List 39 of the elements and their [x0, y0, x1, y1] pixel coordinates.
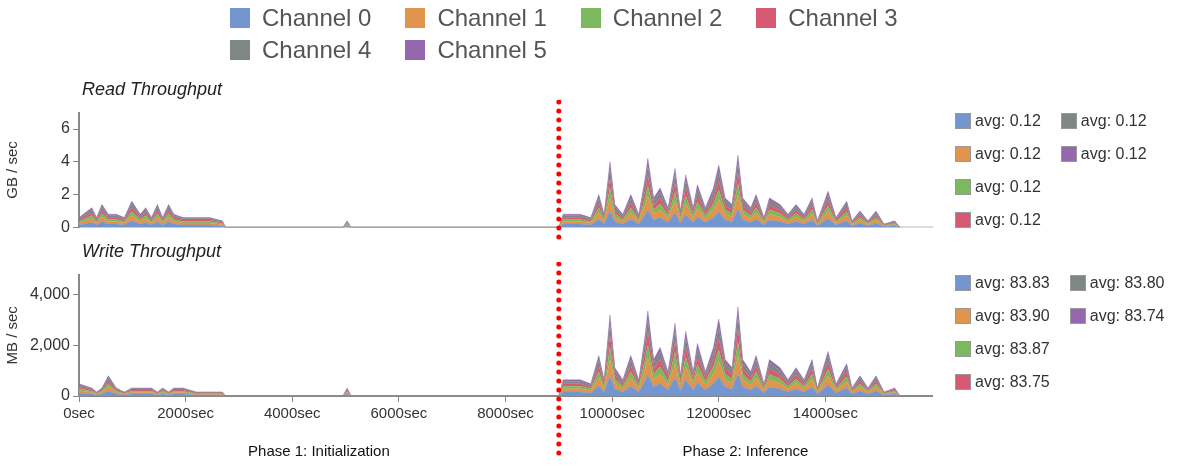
legend-label: Channel 1 [437, 4, 547, 32]
y-axis-title: MB / sec [3, 305, 21, 365]
text: avg: 83.87 [975, 339, 1050, 358]
legend-label: Channel 3 [788, 4, 898, 32]
y-tick-label: 2,000 [29, 335, 71, 353]
legend-label: Channel 0 [262, 4, 372, 32]
text: avg: 0.12 [975, 144, 1041, 163]
legend-label: Channel 5 [437, 36, 547, 64]
text: Phase 1: Initialization [248, 442, 390, 459]
x-tick-label: 10000sec [579, 404, 646, 422]
legend-label: Channel 4 [262, 36, 372, 64]
x-tick-label: 12000sec [686, 404, 752, 422]
chart-title: Read Throughput [82, 78, 224, 100]
text: avg: 0.12 [1080, 111, 1147, 130]
y-tick-label: 4 [61, 152, 71, 170]
text: avg: 0.12 [975, 210, 1041, 229]
legend-label: Channel 2 [612, 4, 723, 32]
text: avg: 83.83 [975, 273, 1050, 292]
x-tick-label: 6000sec [370, 404, 428, 422]
text: avg: 83.75 [975, 372, 1050, 391]
text: Phase 2: Inference [682, 442, 809, 459]
text: avg: 0.12 [975, 177, 1041, 196]
y-tick-label: 2 [61, 185, 71, 203]
text: avg: 83.90 [975, 306, 1050, 325]
x-tick-label: 2000sec [157, 404, 215, 422]
y-tick-label: 4,000 [29, 285, 71, 303]
x-tick-label: 4000sec [263, 404, 322, 422]
y-tick-label: 0 [61, 217, 71, 235]
text: avg: 83.74 [1089, 306, 1165, 325]
text: avg: 0.12 [1080, 144, 1147, 163]
chart-title: Write Throughput [82, 240, 223, 262]
x-tick-label: 0sec [63, 404, 96, 422]
x-tick-label: 14000sec [792, 404, 859, 422]
text: avg: 83.80 [1089, 273, 1165, 292]
y-axis-title: GB / sec [3, 140, 21, 199]
y-tick-label: 0 [61, 386, 71, 404]
x-tick-label: 8000sec [477, 404, 535, 422]
y-tick-label: 6 [61, 119, 71, 137]
text: avg: 0.12 [975, 111, 1041, 130]
